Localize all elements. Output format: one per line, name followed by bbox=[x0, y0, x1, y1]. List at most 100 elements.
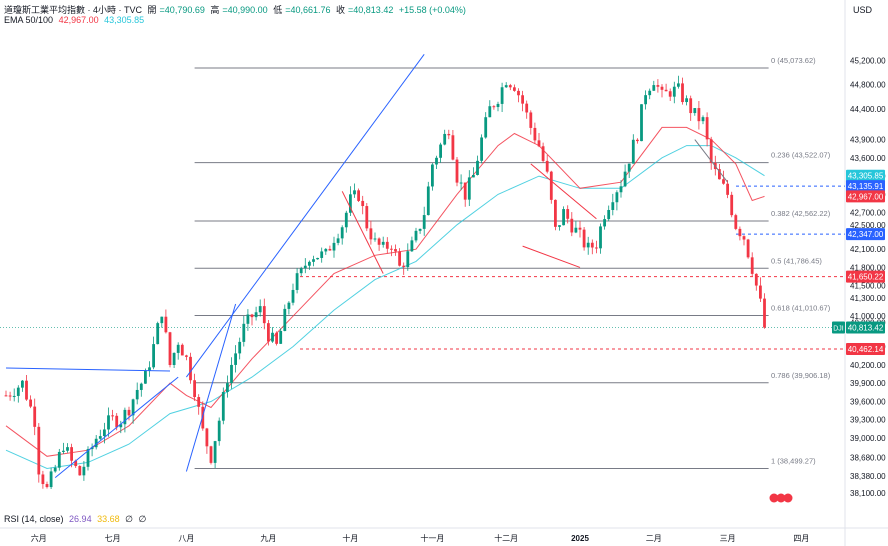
fib-level-label: 0.382 (42,562.22) bbox=[771, 209, 831, 218]
candle-body bbox=[570, 218, 574, 233]
candle-body bbox=[484, 117, 488, 138]
price-levels bbox=[300, 185, 845, 350]
candle-body bbox=[693, 108, 697, 114]
candle-body bbox=[578, 227, 582, 230]
y-tick-label: 43,900.00 bbox=[850, 136, 886, 145]
candle-body bbox=[357, 190, 360, 201]
candle-body bbox=[271, 332, 274, 342]
symbol-tag-label: DJI bbox=[833, 326, 844, 333]
candle-body bbox=[677, 83, 680, 87]
change-value: +15.58 (+0.04%) bbox=[398, 5, 466, 15]
candle-body bbox=[480, 137, 483, 161]
candle-body bbox=[230, 364, 233, 384]
candle-body bbox=[443, 133, 447, 145]
candle-body bbox=[344, 212, 348, 228]
trendline bbox=[54, 376, 179, 478]
candle-body bbox=[648, 90, 652, 96]
candle-body bbox=[254, 312, 258, 318]
candle-body bbox=[746, 239, 750, 258]
candle-body bbox=[164, 316, 168, 333]
candle-body bbox=[12, 395, 16, 397]
candle-body bbox=[406, 251, 410, 268]
candle-body bbox=[57, 451, 61, 468]
symbol-tag-box bbox=[832, 321, 845, 334]
candle-body bbox=[94, 438, 98, 448]
candle-body bbox=[21, 380, 24, 388]
trendlines bbox=[5, 53, 728, 478]
candle-body bbox=[308, 261, 311, 266]
candle-body bbox=[402, 265, 406, 268]
y-tick-label: 38,100.00 bbox=[850, 489, 886, 498]
candle-body bbox=[607, 209, 611, 220]
candle-body bbox=[730, 194, 734, 216]
x-tick-label: 二月 bbox=[646, 534, 662, 543]
candle-body bbox=[521, 95, 524, 104]
candle-body bbox=[74, 460, 78, 467]
trendline bbox=[530, 163, 597, 220]
candle-body bbox=[533, 127, 537, 141]
candle-body bbox=[537, 140, 541, 147]
fib-level-label: 0.786 (39,906.18) bbox=[771, 371, 831, 380]
candle-body bbox=[324, 248, 328, 252]
low-label: 低 bbox=[273, 5, 283, 15]
candle-body bbox=[139, 383, 143, 390]
candle-body bbox=[160, 316, 164, 324]
high-label: 高 bbox=[210, 5, 220, 15]
candle-body bbox=[369, 228, 373, 240]
candle-body bbox=[107, 415, 110, 430]
y-tick-label: 39,900.00 bbox=[850, 379, 886, 388]
candle-body bbox=[295, 273, 299, 290]
candle-body bbox=[279, 330, 283, 344]
candle-body bbox=[246, 314, 250, 324]
y-tick-label: 41,500.00 bbox=[850, 282, 886, 291]
candle-body bbox=[611, 202, 615, 210]
y-tick-label: 45,200.00 bbox=[850, 56, 886, 65]
candle-body bbox=[660, 86, 664, 90]
candle-body bbox=[16, 387, 20, 396]
candle-body bbox=[697, 108, 701, 122]
candle-body bbox=[185, 355, 188, 357]
candle-body bbox=[603, 219, 606, 227]
candle-body bbox=[111, 415, 114, 417]
candle-body bbox=[722, 179, 725, 184]
ema100-line bbox=[5, 145, 765, 470]
trendline bbox=[694, 139, 728, 183]
price-tag-box bbox=[846, 342, 885, 355]
candle-body bbox=[742, 236, 746, 240]
candle-body bbox=[320, 251, 324, 258]
candle-body bbox=[176, 344, 180, 353]
candle-body bbox=[340, 227, 344, 239]
fib-retracement: 0 (45,073.62) 0.236 (43,522.07) 0.382 (42,… bbox=[194, 56, 831, 469]
candle-body bbox=[373, 238, 377, 240]
chart-header: 道瓊斯工業平均指數 · 4小時 · TVC 開 =40,790.69 高 =40,9… bbox=[4, 3, 469, 16]
candle-body bbox=[558, 225, 561, 227]
candle-body bbox=[435, 157, 438, 165]
trendline bbox=[185, 303, 237, 472]
fib-level-label: 0.5 (41,786.45) bbox=[771, 256, 822, 265]
candle-body bbox=[377, 238, 381, 245]
rsi-legend[interactable]: RSI (14, close) 26.94 33.68 ∅ ∅ bbox=[4, 514, 149, 525]
candle-body bbox=[361, 200, 365, 207]
price-tag-box bbox=[846, 270, 885, 283]
candle-body bbox=[390, 248, 393, 250]
candle-body bbox=[349, 194, 352, 213]
ema-legend[interactable]: EMA 50/100 42,967.00 43,305.85 bbox=[4, 15, 147, 25]
candle-body bbox=[525, 103, 529, 113]
close-value: =40,813.42 bbox=[348, 5, 394, 15]
currency-label[interactable]: USD bbox=[853, 5, 873, 15]
symbol-title: 道瓊斯工業平均指數 · 4小時 · TVC bbox=[4, 5, 143, 15]
candle-body bbox=[49, 471, 53, 488]
ema50-line bbox=[5, 126, 765, 457]
candle-body bbox=[287, 302, 291, 309]
candle-body bbox=[316, 257, 319, 260]
candle-body bbox=[644, 95, 647, 105]
candle-body bbox=[103, 429, 106, 437]
candle-body bbox=[681, 83, 684, 103]
rsi-extra-2: ∅ bbox=[138, 514, 147, 524]
candle-body bbox=[529, 112, 533, 128]
candle-body bbox=[127, 409, 131, 416]
ema100-value: 43,305.85 bbox=[104, 15, 145, 25]
candle-body bbox=[131, 399, 135, 416]
price-tag-label: 43,305.85 bbox=[848, 172, 884, 181]
